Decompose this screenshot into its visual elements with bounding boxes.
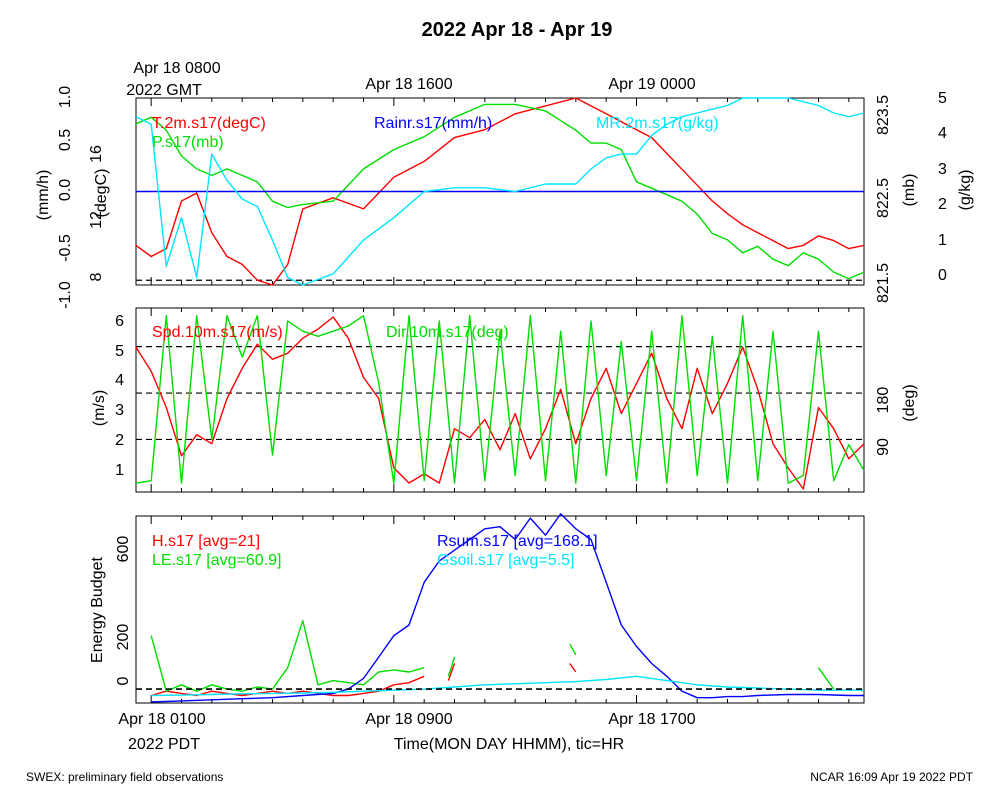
legend-entry: H.s17 [avg=21] — [152, 533, 260, 550]
y-tick-label-spd: 6 — [115, 313, 124, 330]
footer-right: NCAR 16:09 Apr 19 2022 PDT — [810, 770, 973, 784]
y-tick-label-mr: 1 — [938, 232, 947, 249]
y-axis-title-spd: (m/s) — [91, 390, 108, 426]
series-line-p — [135, 103, 865, 280]
y-tick-label-w: 0 — [115, 676, 132, 685]
panel-met: -1.0-0.50.00.51.0(mm/h)81216(degC)821.58… — [35, 86, 974, 309]
series-line-mr — [135, 97, 865, 286]
legend-entry: Spd.10m.s17(m/s) — [152, 324, 283, 341]
y-axis-title-w: Energy Budget — [89, 557, 106, 663]
y-tick-label-temp: 8 — [88, 272, 105, 281]
y-axis-title-pres: (mb) — [901, 174, 918, 207]
panel-energy: 0 200 600 Energy Budget H.s17 [avg=21] LE.s17… — [89, 513, 865, 704]
y-tick-label-mr: 0 — [938, 267, 947, 284]
y-tick-label-mr: 3 — [938, 161, 947, 178]
top-axis-label-1: Apr 18 1600 — [365, 76, 452, 93]
footer-left: SWEX: preliminary field observations — [26, 770, 223, 784]
legend-entry: Rainr.s17(mm/h) — [374, 115, 492, 132]
x-axis-title: Time(MON DAY HHMM), tic=HR — [394, 736, 624, 753]
y-tick-label-rain: 0.0 — [57, 179, 74, 201]
top-axis-label-0: Apr 18 0800 — [133, 60, 220, 77]
series-line-spd — [135, 316, 865, 490]
top-axis-sub-label: 2022 GMT — [126, 82, 202, 99]
y-tick-label-pres: 821.5 — [875, 263, 892, 303]
y-axis-title-temp: (degC) — [93, 169, 110, 218]
y-tick-label-dir: 90 — [875, 438, 892, 456]
y-tick-label-w: 200 — [115, 624, 132, 651]
y-tick-label-spd: 3 — [115, 402, 124, 419]
legend-entry: T.2m.s17(degC) — [152, 115, 266, 132]
plot-frame — [135, 307, 865, 493]
y-tick-label-rain: -0.5 — [57, 234, 74, 262]
legend-entry: P.s17(mb) — [152, 134, 224, 151]
bottom-axis-label-1: Apr 18 0900 — [365, 711, 452, 728]
plot-frame — [135, 515, 865, 704]
legend-entry: Dir.10m.s17(deg) — [386, 324, 509, 341]
series-line-dir — [135, 315, 865, 484]
y-tick-label-temp: 16 — [88, 145, 105, 163]
bottom-axis-label-0: Apr 18 0100 — [118, 711, 205, 728]
y-tick-label-rain: 1.0 — [57, 86, 74, 108]
top-axis-label-2: Apr 19 0000 — [608, 76, 695, 93]
series-line-gsoil — [151, 675, 864, 697]
y-tick-label-dir: 180 — [875, 387, 892, 414]
y-tick-label-mr: 5 — [938, 90, 947, 107]
y-tick-label-spd: 1 — [115, 462, 124, 479]
y-tick-label-temp: 12 — [88, 211, 105, 229]
chart-title: 2022 Apr 18 - Apr 19 — [422, 19, 613, 41]
bottom-axis-label-2: Apr 18 1700 — [608, 711, 695, 728]
y-tick-label-spd: 2 — [115, 432, 124, 449]
y-tick-label-mr: 2 — [938, 196, 947, 213]
y-tick-label-rain: 0.5 — [57, 129, 74, 151]
y-axis-title-rain: (mm/h) — [35, 170, 52, 221]
y-tick-label-pres: 822.5 — [875, 178, 892, 218]
y-tick-label-spd: 5 — [115, 343, 124, 360]
y-axis-title-dir: (deg) — [901, 384, 918, 421]
bottom-axis-sub-label: 2022 PDT — [128, 736, 200, 753]
legend-entry: Gsoil.s17 [avg=5.5] — [437, 552, 574, 569]
series-line-le — [150, 620, 835, 692]
legend-entry: LE.s17 [avg=60.9] — [152, 552, 281, 569]
y-axis-title-mr: (g/kg) — [957, 170, 974, 211]
series-line-t — [135, 97, 865, 286]
y-tick-label-pres: 823.5 — [875, 95, 892, 135]
y-tick-label-w: 600 — [115, 536, 132, 563]
y-tick-label-spd: 4 — [115, 372, 124, 389]
legend-entry: MR.2m.s17(g/kg) — [596, 115, 719, 132]
panel-wind: 1 2 3 4 5 6 (m/s) 90 180 (deg) Spd.10m.s17(m/s) Dir… — [91, 307, 918, 493]
y-tick-label-mr: 4 — [938, 125, 947, 142]
legend-entry: Rsum.s17 [avg=168.1] — [437, 533, 598, 550]
y-tick-label-rain: -1.0 — [57, 281, 74, 309]
